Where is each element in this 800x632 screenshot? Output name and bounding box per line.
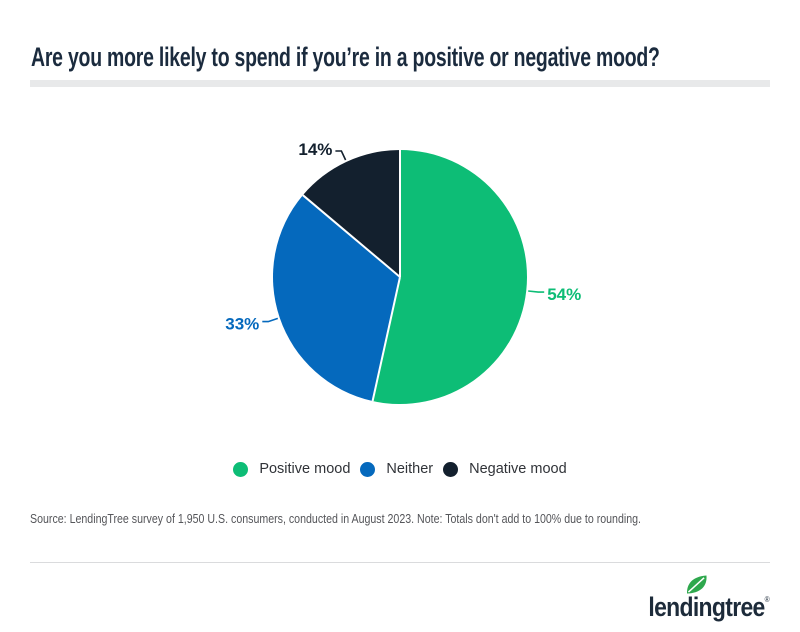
page-title: Are you more likely to spend if you’re i… xyxy=(31,42,660,72)
slice-separator xyxy=(302,194,401,278)
legend-label: Negative mood xyxy=(469,461,567,477)
pie-value-label-positive-mood: 54% xyxy=(547,285,581,304)
legend-dot-icon xyxy=(443,461,459,477)
lendingtree-logo: lendingtree® xyxy=(630,575,770,622)
pie-slice-neither xyxy=(272,195,400,402)
legend-dot-icon xyxy=(233,461,249,477)
pie-chart: 54% 33% 14% xyxy=(225,140,581,404)
label-leader-line xyxy=(335,150,347,161)
slice-separator xyxy=(371,276,401,402)
legend-item-negative-mood: Negative mood xyxy=(443,461,567,477)
leaf-icon xyxy=(686,575,707,594)
label-leader-line xyxy=(262,317,279,323)
legend-item-positive-mood: Positive mood xyxy=(233,461,350,477)
logo-wordmark: lendingtree® xyxy=(648,592,770,622)
source-note: Source: LendingTree survey of 1,950 U.S.… xyxy=(30,512,642,526)
pie-value-label-neither: 33% xyxy=(225,315,259,334)
label-leader-line xyxy=(528,290,545,293)
legend-label: Positive mood xyxy=(259,461,351,477)
pie-slice-negative-mood xyxy=(302,150,400,277)
registered-mark: ® xyxy=(764,595,770,604)
legend-item-neither: Neither xyxy=(360,461,433,477)
footer-divider xyxy=(30,562,770,563)
legend-label: Neither xyxy=(386,461,434,477)
legend-dot-icon xyxy=(360,461,376,477)
pie-slice-positive-mood xyxy=(372,150,527,404)
chart-legend: Positive mood Neither Negative mood xyxy=(0,461,800,477)
pie-value-label-negative-mood: 14% xyxy=(298,140,332,159)
title-underline-bar xyxy=(30,80,770,87)
